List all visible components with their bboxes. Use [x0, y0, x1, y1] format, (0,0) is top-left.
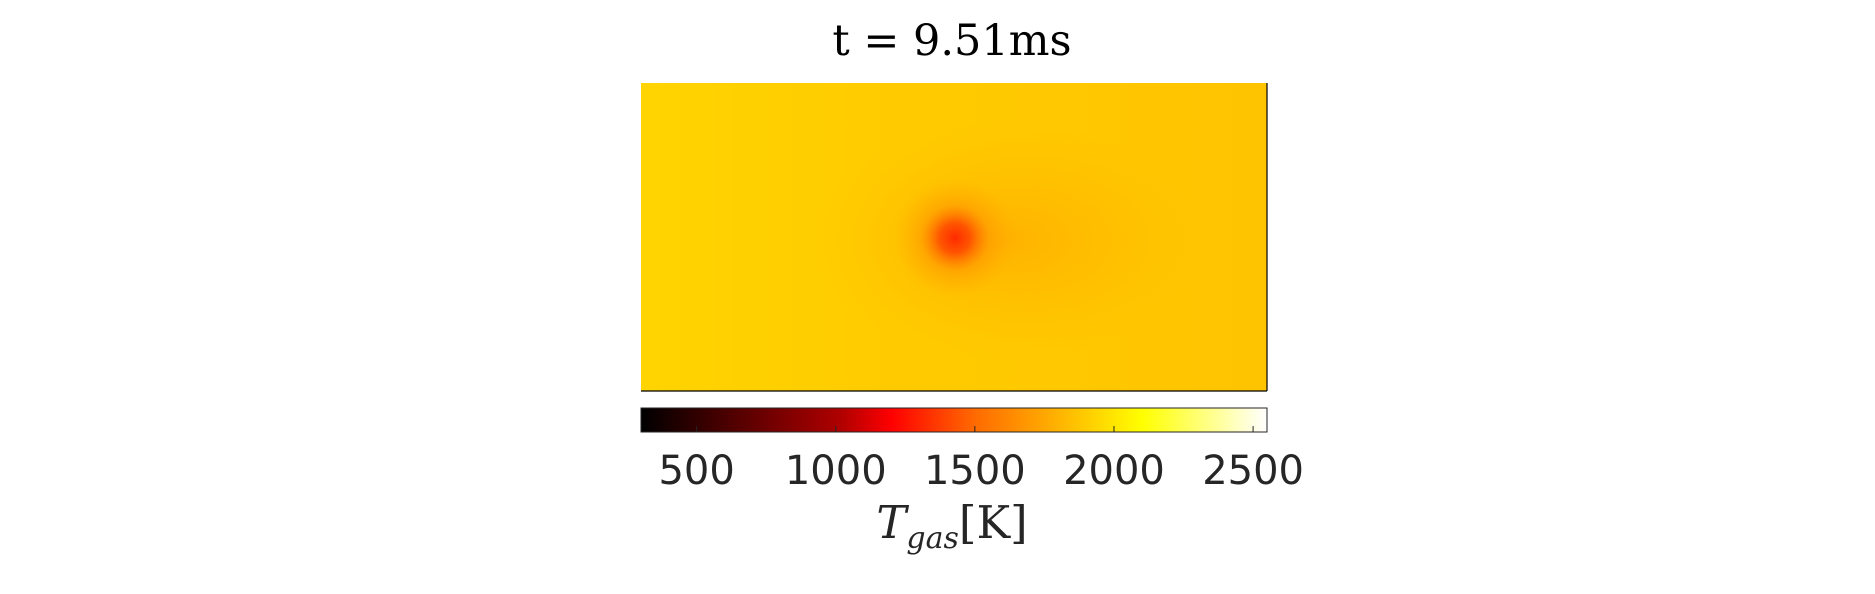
colorbar-tick-labels: 500 1000 1500 2000 2500 — [658, 448, 1304, 494]
colorbar-tick-label: 1500 — [924, 448, 1026, 494]
chart-title: t = 9.51ms — [832, 16, 1071, 66]
colorbar-label-main: T — [876, 496, 909, 549]
colorbar-label-unit: [K] — [959, 496, 1028, 549]
colorbar-tick-label: 500 — [658, 448, 734, 494]
hotspot — [893, 178, 1017, 298]
colorbar-label-subscript: gas — [906, 521, 959, 556]
colorbar: 500 1000 1500 2000 2500 — [640, 407, 1304, 494]
colorbar-tick-label: 1000 — [785, 448, 887, 494]
colorbar-tick-label: 2000 — [1063, 448, 1165, 494]
heatmap-field — [641, 83, 1268, 392]
colorbar-tick-label: 2500 — [1202, 448, 1304, 494]
colorbar-label: Tgas[K] — [876, 496, 1027, 556]
colorbar-ticks — [696, 426, 1254, 432]
colorbar-gradient — [640, 407, 1268, 433]
